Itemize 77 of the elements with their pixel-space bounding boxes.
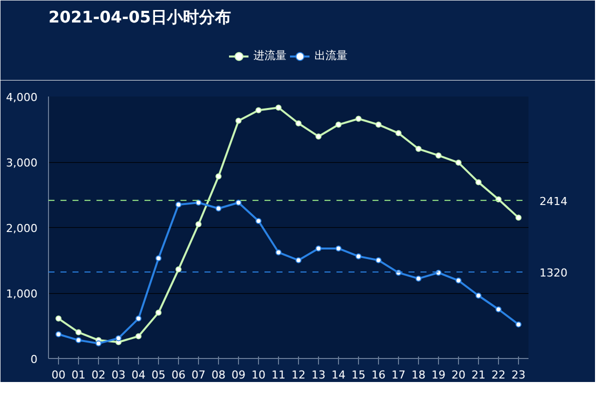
x-tick-label: 15 (352, 368, 366, 382)
point (416, 146, 422, 152)
point (316, 245, 322, 252)
x-tick-label: 03 (112, 368, 126, 382)
legend-label: 进流量 (254, 48, 286, 63)
x-tick-label: 04 (132, 368, 146, 382)
point (216, 173, 222, 180)
point (136, 316, 142, 322)
point (196, 221, 202, 228)
y-tick-label: 4,000 (6, 91, 38, 104)
point (156, 310, 162, 316)
x-tick-label: 10 (252, 368, 266, 382)
y-tick-label: 1,000 (6, 288, 38, 300)
ref-line-label: 1320 (540, 266, 568, 280)
x-tick-label: 01 (72, 368, 86, 382)
x-tick-label: 11 (272, 368, 286, 382)
y-tick-label: 3,000 (6, 156, 38, 170)
point (96, 340, 102, 346)
x-tick-label: 08 (212, 368, 226, 382)
x-tick-label: 13 (312, 368, 326, 382)
point (376, 122, 382, 128)
point (476, 179, 482, 186)
point (316, 133, 322, 140)
x-tick-label: 06 (172, 368, 186, 382)
point (176, 266, 182, 272)
x-tick-label: 05 (152, 368, 166, 382)
point (496, 306, 502, 312)
x-tick-label: 09 (232, 368, 246, 382)
point (296, 120, 302, 126)
point (516, 321, 522, 328)
point (116, 335, 122, 342)
x-tick-label: 19 (432, 368, 446, 382)
x-tick-label: 12 (292, 368, 306, 382)
point (336, 245, 342, 252)
point (456, 278, 462, 284)
point (396, 130, 402, 136)
legend-label: 出流量 (314, 48, 348, 63)
x-tick-label: 00 (52, 368, 66, 382)
point (456, 160, 462, 166)
point (256, 218, 262, 224)
point (196, 200, 202, 206)
point (136, 333, 142, 340)
x-tick-label: 21 (472, 368, 486, 382)
chart-title: 2021-04-05日小时分布 (48, 8, 231, 26)
point (356, 253, 362, 260)
point (176, 202, 182, 208)
x-tick-label: 16 (372, 368, 386, 382)
x-tick-label: 07 (192, 368, 206, 382)
x-tick-label: 14 (332, 368, 346, 382)
point (356, 116, 362, 122)
x-tick-label: 23 (512, 368, 526, 382)
point (436, 152, 442, 158)
point (476, 292, 482, 299)
point (56, 331, 62, 338)
point (76, 329, 82, 336)
y-tick-label: 2,000 (6, 222, 38, 235)
x-tick-label: 22 (492, 368, 506, 382)
y-tick-label: 0 (30, 353, 38, 366)
point (376, 257, 382, 264)
point (276, 249, 282, 256)
point (516, 214, 522, 221)
point (156, 255, 162, 262)
point (276, 104, 282, 111)
point (256, 107, 262, 114)
ref-line-label: 2414 (540, 194, 568, 208)
x-tick-label: 17 (392, 368, 406, 382)
point (236, 200, 242, 206)
point (76, 337, 82, 344)
x-tick-label: 02 (92, 368, 106, 382)
point (336, 122, 342, 128)
point (416, 276, 422, 282)
point (216, 206, 222, 212)
point (236, 118, 242, 124)
point (296, 257, 302, 264)
point (56, 316, 62, 322)
x-tick-label: 18 (412, 368, 426, 382)
x-tick-label: 20 (452, 368, 466, 382)
